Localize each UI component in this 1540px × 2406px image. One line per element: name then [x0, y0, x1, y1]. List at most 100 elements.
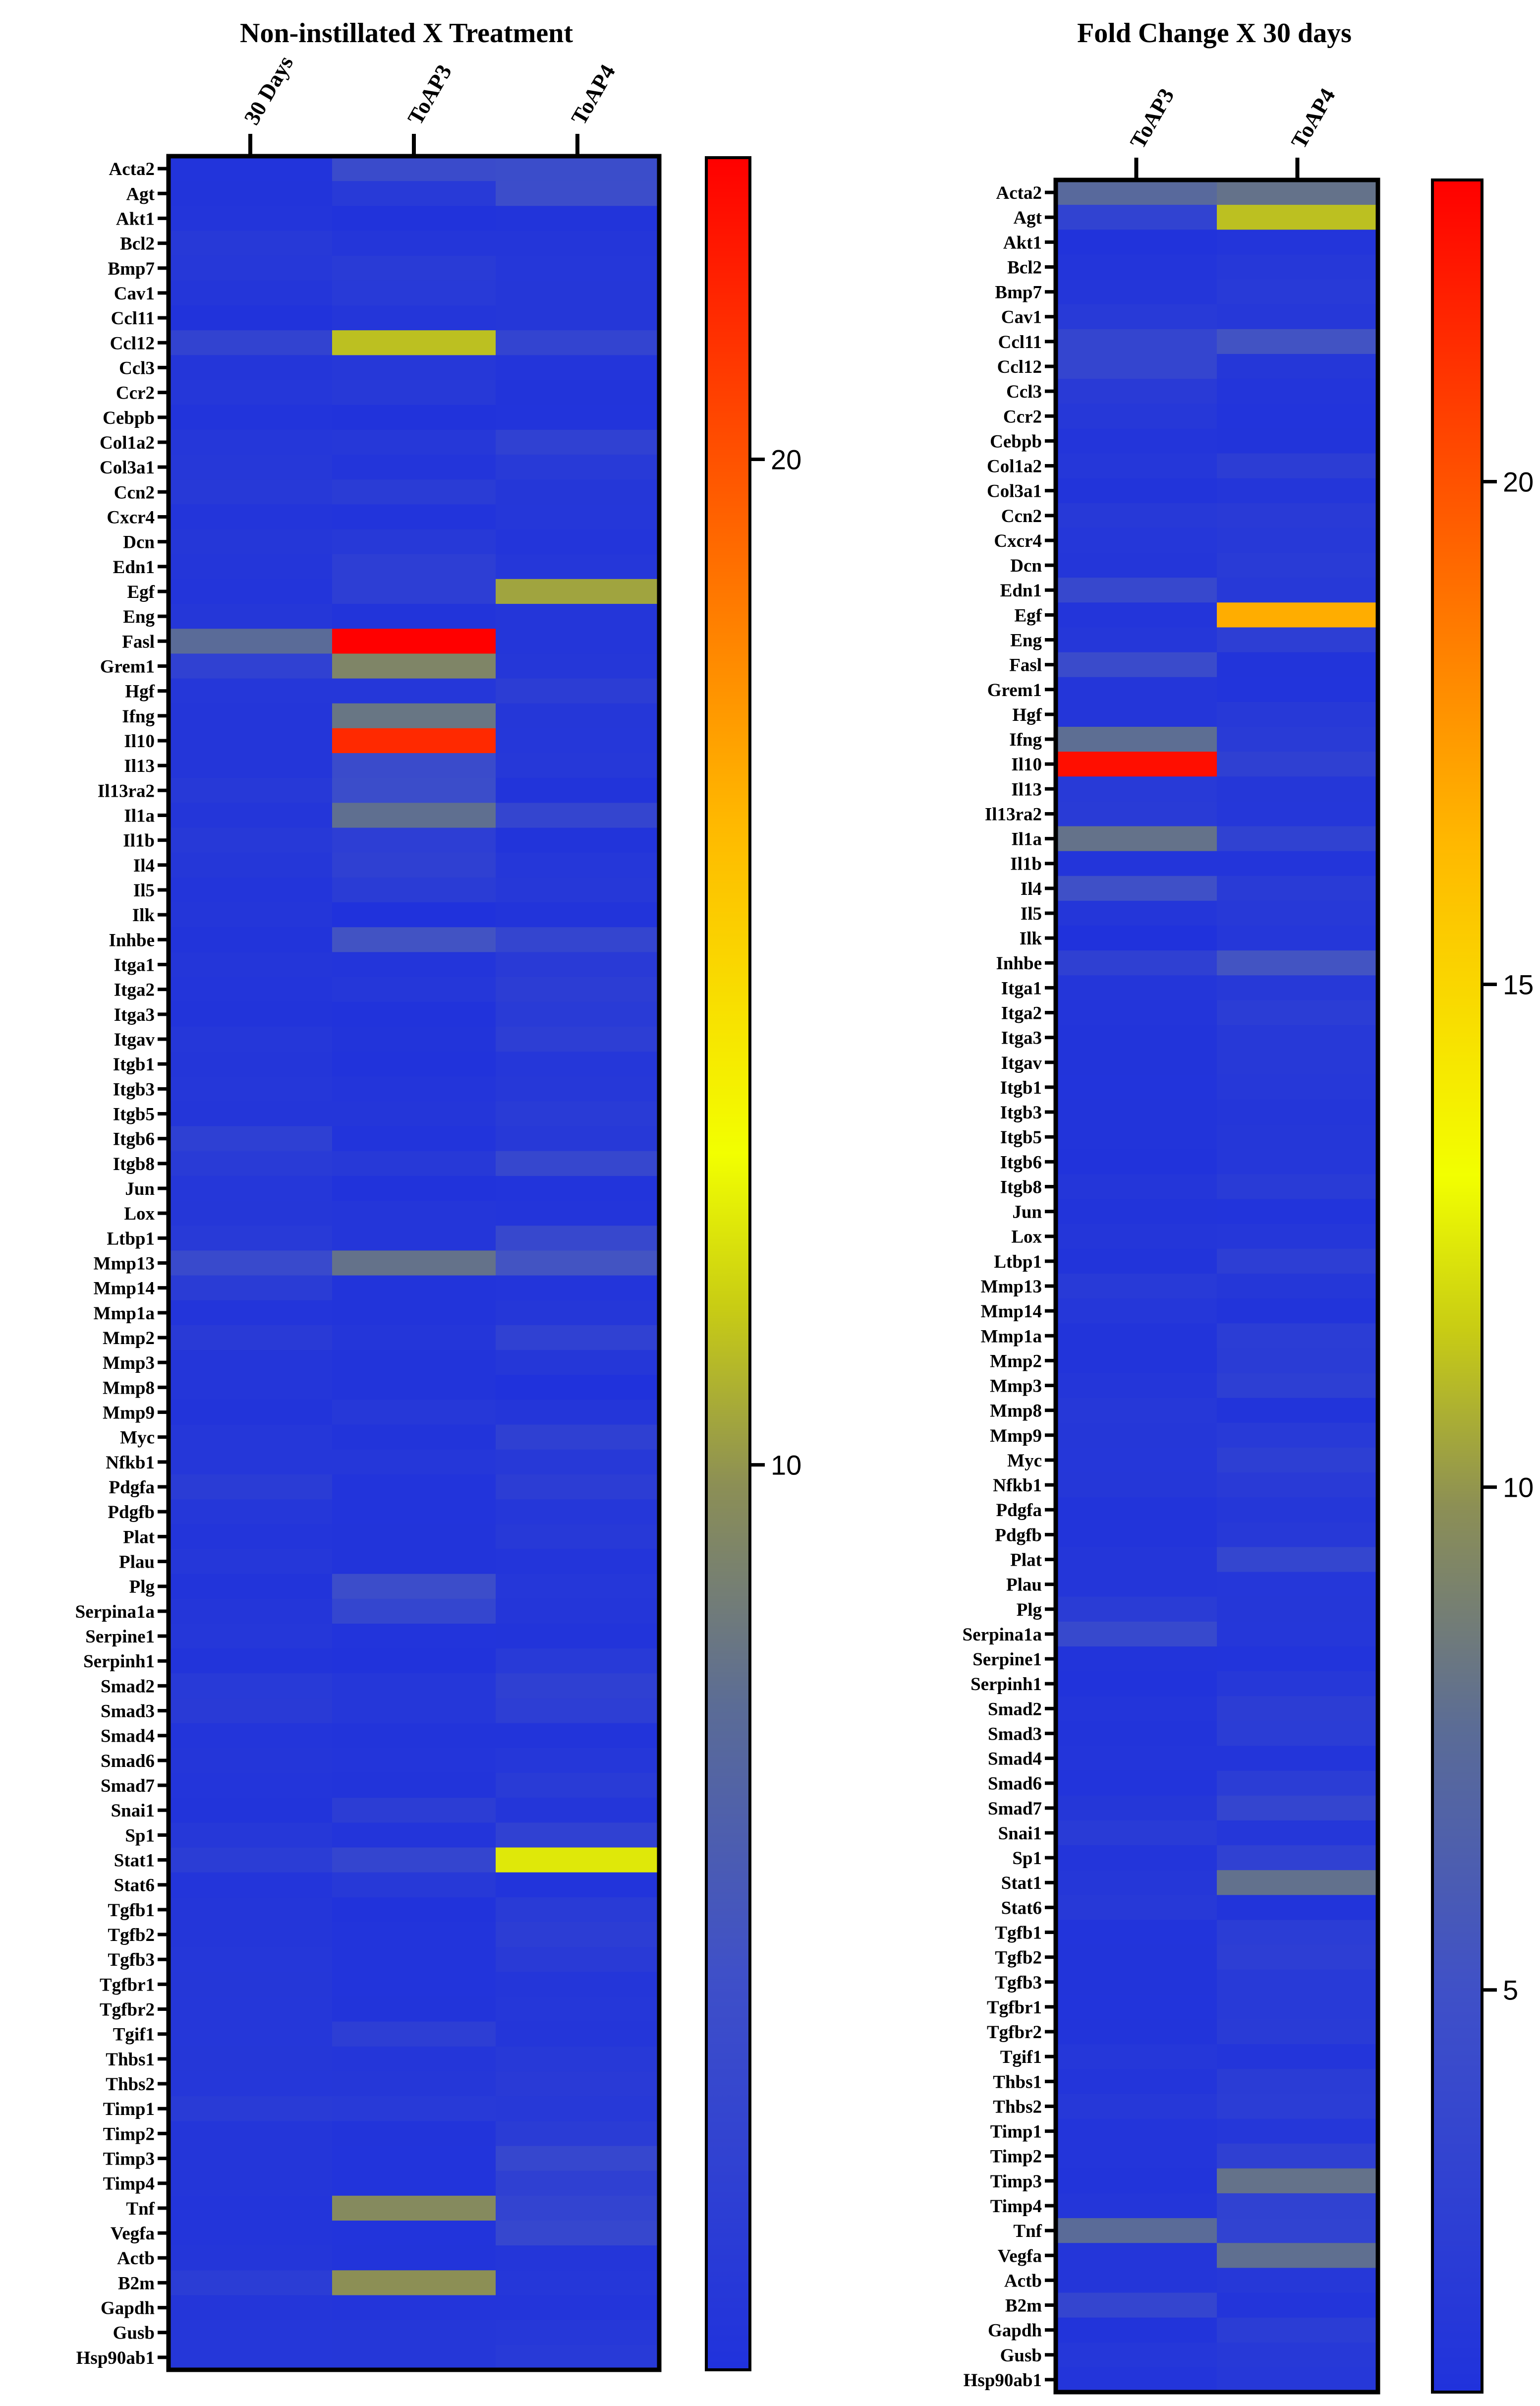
- heatmap-cell: [1217, 1994, 1378, 2020]
- heatmap-cell: [332, 2245, 496, 2271]
- row-label: Smad2: [988, 1699, 1042, 1719]
- heatmap-cell: [332, 1175, 496, 1201]
- row-label: Mmp8: [990, 1401, 1042, 1421]
- heatmap-cell: [169, 206, 333, 232]
- heatmap-cell: [1217, 2243, 1378, 2268]
- row-label: Sp1: [1012, 1848, 1042, 1869]
- heatmap-cell: [332, 2071, 496, 2097]
- heatmap-cell: [169, 280, 333, 306]
- row-label: Tgif1: [1000, 2047, 1042, 2067]
- heatmap-cell: [496, 1623, 660, 1649]
- row-label: Tgif1: [113, 2025, 155, 2045]
- heatmap-cell: [169, 1897, 333, 1923]
- row-label: Itgb6: [1000, 1152, 1042, 1173]
- heatmap-cell: [1217, 428, 1378, 454]
- heatmap-cell: [496, 280, 660, 306]
- heatmap-cell: [1217, 230, 1378, 255]
- heatmap-cell: [1056, 1323, 1217, 1349]
- heatmap-cell: [1217, 1050, 1378, 1075]
- heatmap-cell: [332, 1996, 496, 2022]
- heatmap-cell: [496, 1648, 660, 1674]
- heatmap-cell: [332, 653, 496, 679]
- heatmap-cell: [1217, 1944, 1378, 1970]
- heatmap-cell: [169, 1549, 333, 1575]
- heatmap-cell: [332, 2195, 496, 2221]
- heatmap-cell: [496, 1175, 660, 1201]
- heatmap-cell: [496, 977, 660, 1002]
- heatmap-cell: [169, 1648, 333, 1674]
- heatmap-cell: [1056, 1149, 1217, 1174]
- row-label: Mmp2: [990, 1351, 1042, 1371]
- heatmap-cell: [1217, 1596, 1378, 1622]
- heatmap-cell: [332, 1375, 496, 1401]
- heatmap-cell: [496, 827, 660, 853]
- row-label: Bmp7: [108, 259, 155, 279]
- row-label: Tgfbr2: [100, 2000, 155, 2020]
- heatmap-cell: [169, 554, 333, 580]
- heatmap-cell: [496, 1872, 660, 1898]
- heatmap-cell: [1217, 1572, 1378, 1597]
- row-label: Inhbe: [996, 953, 1042, 974]
- heatmap-cell: [1056, 478, 1217, 504]
- row-label: Actb: [1004, 2271, 1042, 2291]
- heatmap-cell: [169, 1698, 333, 1724]
- row-label: Smad7: [988, 1799, 1042, 1819]
- heatmap-cell: [1056, 2094, 1217, 2119]
- row-label: Hsp90ab1: [964, 2370, 1042, 2391]
- heatmap-cell: [332, 1872, 496, 1898]
- row-label: Mmp13: [981, 1277, 1042, 1297]
- heatmap-cell: [496, 1325, 660, 1350]
- heatmap-cell: [1217, 926, 1378, 951]
- row-label: Agt: [1013, 208, 1042, 228]
- heatmap-cell: [496, 2146, 660, 2171]
- heatmap-cell: [169, 1076, 333, 1102]
- heatmap-cell: [1217, 205, 1378, 230]
- row-label: Plau: [119, 1552, 155, 1573]
- heatmap-cell: [332, 852, 496, 878]
- heatmap-cell: [332, 156, 496, 181]
- heatmap-cell: [169, 977, 333, 1002]
- row-label: Plg: [1017, 1600, 1042, 1620]
- heatmap-cell: [1217, 1646, 1378, 1672]
- heatmap-cell: [1056, 1994, 1217, 2020]
- row-label: Mmp9: [990, 1426, 1042, 1446]
- heatmap-cell: [332, 255, 496, 281]
- heatmap-cell: [1217, 329, 1378, 354]
- heatmap-cell: [1056, 826, 1217, 852]
- row-label: Ilk: [132, 905, 155, 926]
- heatmap-cell: [1056, 1398, 1217, 1423]
- heatmap-cell: [169, 2345, 333, 2370]
- row-label: Edn1: [1000, 581, 1042, 601]
- heatmap-cell: [496, 877, 660, 903]
- heatmap-cell: [496, 1001, 660, 1027]
- row-label: Il4: [133, 856, 155, 876]
- heatmap-cell: [496, 1201, 660, 1226]
- heatmap-cell: [496, 1400, 660, 1425]
- row-label: Egf: [1015, 605, 1042, 626]
- heatmap-cell: [1217, 900, 1378, 926]
- row-label: Il13: [1011, 779, 1042, 800]
- heatmap-cell: [496, 1748, 660, 1773]
- heatmap-cell: [1217, 1522, 1378, 1548]
- heatmap-cell: [332, 1275, 496, 1301]
- heatmap-cell: [169, 380, 333, 406]
- heatmap-cell: [1056, 1224, 1217, 1249]
- heatmap-cell: [1056, 304, 1217, 330]
- heatmap-cell: [332, 181, 496, 206]
- row-label: Itgb5: [113, 1104, 155, 1124]
- heatmap-cell: [169, 1151, 333, 1176]
- heatmap-cell: [332, 1673, 496, 1699]
- heatmap-cell: [169, 1673, 333, 1699]
- colorbar-tick-label: 10: [1503, 1472, 1534, 1503]
- heatmap-cell: [169, 1822, 333, 1848]
- heatmap-cell: [1056, 1944, 1217, 1970]
- row-label: Timp3: [990, 2171, 1042, 2192]
- heatmap-cell: [1056, 1547, 1217, 1573]
- heatmap-cell: [496, 1499, 660, 1525]
- heatmap-cell: [1217, 1124, 1378, 1150]
- heatmap-cell: [1056, 329, 1217, 354]
- row-label: Smad3: [101, 1702, 155, 1722]
- row-label: Ltbp1: [994, 1252, 1042, 1272]
- heatmap-cell: [496, 255, 660, 281]
- row-label: Plat: [1010, 1550, 1042, 1570]
